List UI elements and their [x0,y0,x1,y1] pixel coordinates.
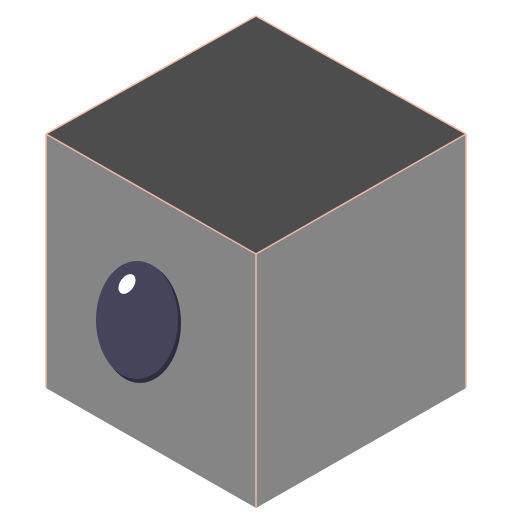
cube [45,15,467,508]
edge-top-right [255,15,467,135]
edge-inner-right [255,133,467,255]
eye-icon [96,261,181,383]
edge-top-left [45,15,257,135]
cube-edges [45,15,467,508]
eye-highlight [118,274,136,294]
edge-inner-left [45,133,257,255]
eye-iris [96,261,178,379]
cube-right-face [256,134,466,508]
